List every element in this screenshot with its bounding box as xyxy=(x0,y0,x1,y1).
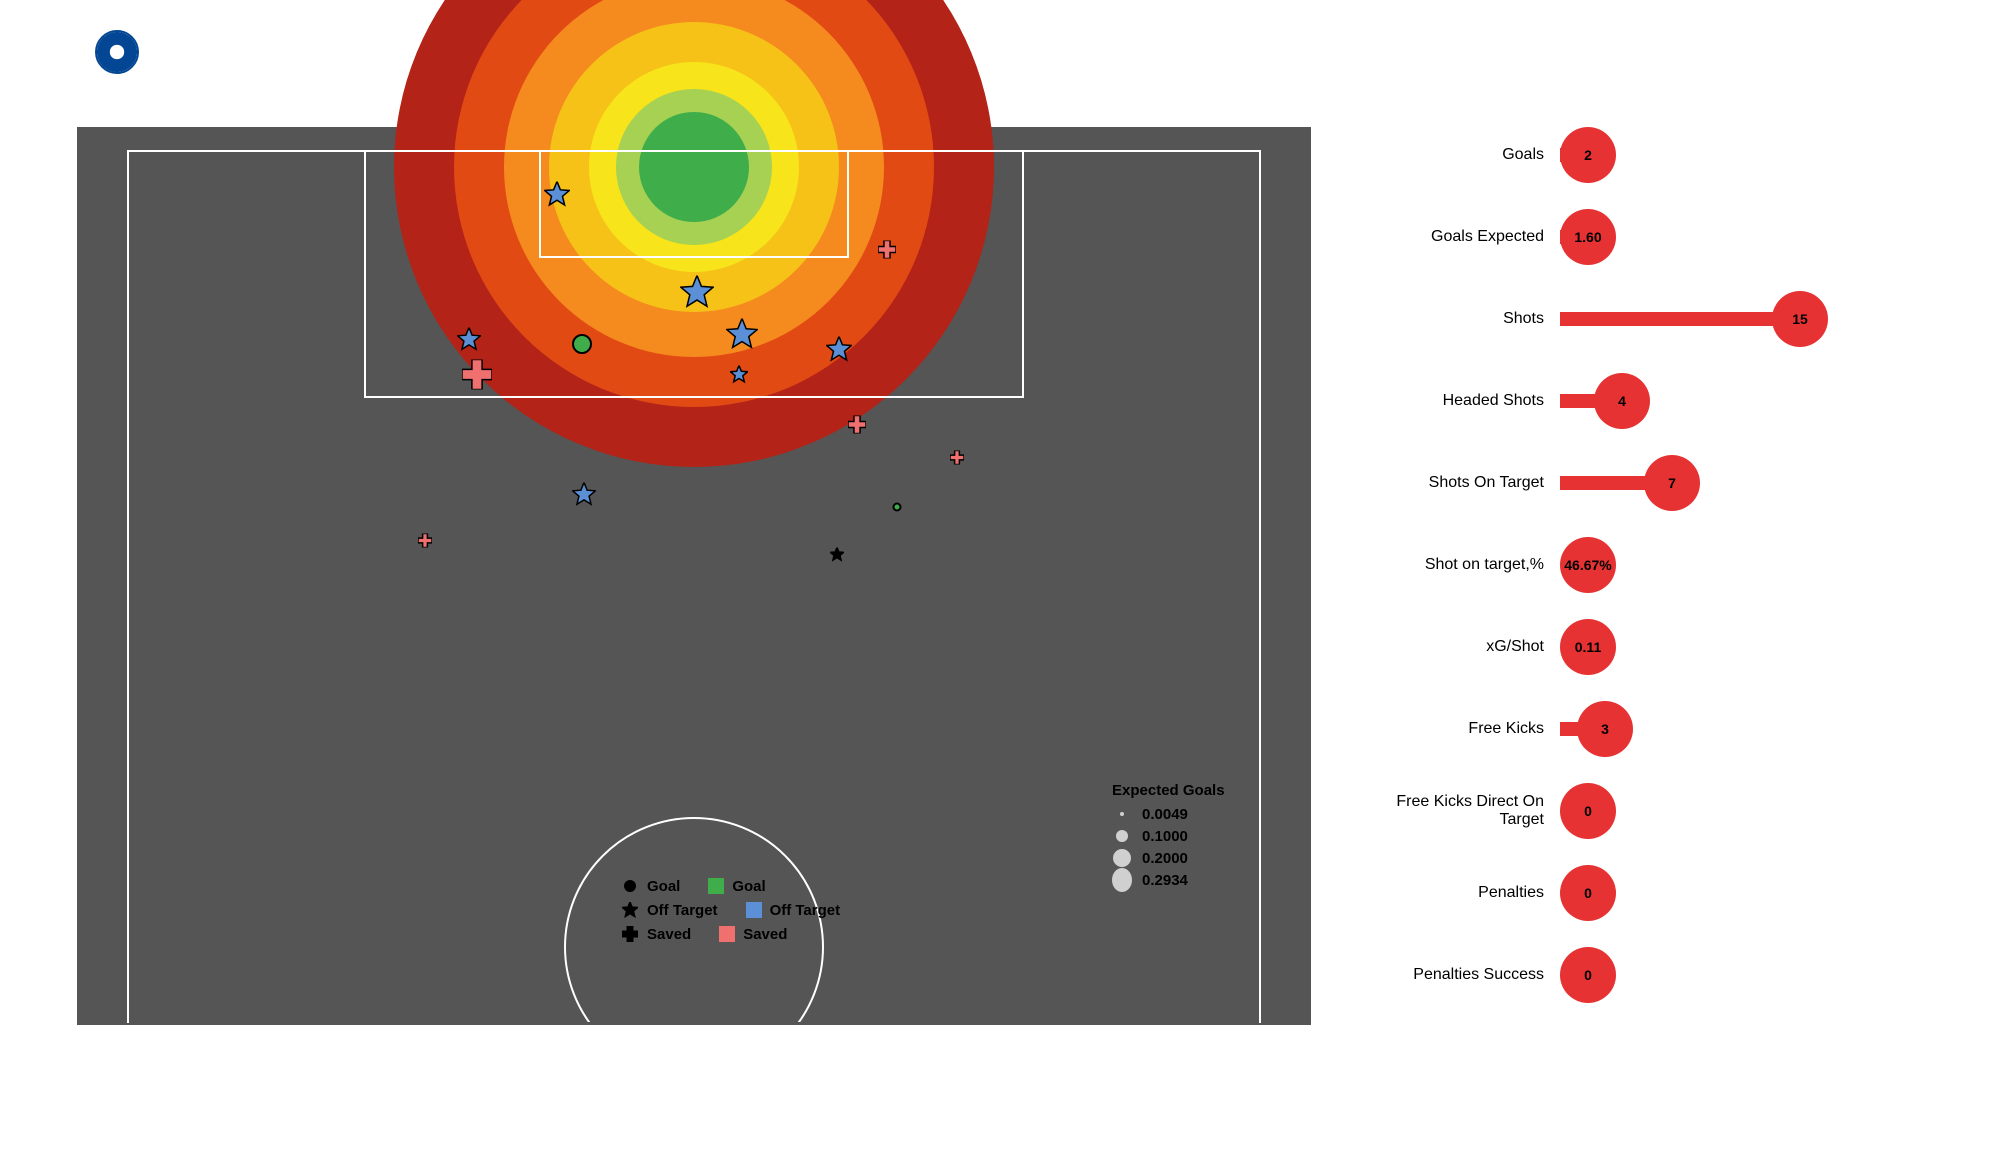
xg-legend-row: 0.0049 xyxy=(1112,803,1225,825)
legend-color-label: Goal xyxy=(732,878,765,895)
shot-marker-saved xyxy=(418,534,432,553)
shot-marker-off_target xyxy=(826,337,852,368)
stat-label: Shot on target,% xyxy=(1360,556,1560,574)
legend-row: Saved Saved xyxy=(621,924,840,944)
stat-row: Shots 15 xyxy=(1360,291,1880,347)
stat-label: Penalties Success xyxy=(1360,966,1560,984)
stat-row: Shots On Target 7 xyxy=(1360,455,1880,511)
legend-shape-label: Saved xyxy=(647,926,691,943)
xg-legend-row: 0.2934 xyxy=(1112,869,1225,891)
shot-marker-off_target xyxy=(830,548,844,567)
legend-row: Goal Goal xyxy=(621,876,840,896)
stat-label: Penalties xyxy=(1360,884,1560,902)
shot-marker-off_target xyxy=(726,319,758,356)
shot-marker-off_target xyxy=(680,276,714,315)
pitch-container: Goal Goal Off Target Off Target Saved Saved E… xyxy=(77,127,1311,1025)
xg-legend-value: 0.1000 xyxy=(1142,828,1188,845)
stat-row: Penalties 0 xyxy=(1360,865,1880,921)
shot-marker-saved xyxy=(848,416,866,439)
legend-row: Off Target Off Target xyxy=(621,900,840,920)
legend-shape-label: Goal xyxy=(647,878,680,895)
stat-value-dot: 46.67% xyxy=(1560,537,1616,593)
stat-value-dot: 0 xyxy=(1560,865,1616,921)
xg-legend-title: Expected Goals xyxy=(1112,782,1225,799)
expected-goals-legend: Expected Goals 0.0049 0.1000 0.2000 0.2934 xyxy=(1112,782,1225,891)
stat-value-dot: 0.11 xyxy=(1560,619,1616,675)
stat-label: Shots On Target xyxy=(1360,474,1560,492)
shot-marker-saved xyxy=(878,241,896,264)
stat-row: Shot on target,% 46.67% xyxy=(1360,537,1880,593)
stat-label: Free Kicks Direct On Target xyxy=(1360,793,1560,829)
shot-marker-saved xyxy=(462,360,492,395)
stat-bar xyxy=(1560,312,1800,326)
stat-value-dot: 0 xyxy=(1560,947,1616,1003)
shot-marker-off_target xyxy=(730,366,748,389)
stats-panel: Goals 2 Goals Expected 1.60 Shots 15 Hea… xyxy=(1360,127,1880,1029)
stat-label: Shots xyxy=(1360,310,1560,328)
team-logo xyxy=(95,30,139,74)
legend-color-label: Saved xyxy=(743,926,787,943)
stat-row: Headed Shots 4 xyxy=(1360,373,1880,429)
stat-value-dot: 1.60 xyxy=(1560,209,1616,265)
shape-color-legend: Goal Goal Off Target Off Target Saved Saved xyxy=(621,876,840,948)
xg-legend-value: 0.0049 xyxy=(1142,806,1188,823)
shot-marker-off_target xyxy=(544,182,570,213)
stat-row: Goals 2 xyxy=(1360,127,1880,183)
shot-marker-off_target xyxy=(572,483,596,512)
legend-shape-label: Off Target xyxy=(647,902,718,919)
stat-value-dot: 2 xyxy=(1560,127,1616,183)
stat-value-dot: 15 xyxy=(1772,291,1828,347)
stat-row: xG/Shot 0.11 xyxy=(1360,619,1880,675)
xg-legend-row: 0.2000 xyxy=(1112,847,1225,869)
legend-color-label: Off Target xyxy=(770,902,841,919)
shot-marker-goal xyxy=(893,503,902,512)
six-yard-box-line xyxy=(539,150,849,258)
stat-value-dot: 7 xyxy=(1644,455,1700,511)
xg-legend-row: 0.1000 xyxy=(1112,825,1225,847)
stat-row: Penalties Success 0 xyxy=(1360,947,1880,1003)
stat-row: Goals Expected 1.60 xyxy=(1360,209,1880,265)
stat-label: Free Kicks xyxy=(1360,720,1560,738)
shot-marker-goal xyxy=(572,334,592,354)
stat-label: Goals xyxy=(1360,146,1560,164)
stat-row: Free Kicks 3 xyxy=(1360,701,1880,757)
xg-legend-value: 0.2000 xyxy=(1142,850,1188,867)
stat-value-dot: 3 xyxy=(1577,701,1633,757)
shot-marker-off_target xyxy=(457,328,481,357)
stat-label: Headed Shots xyxy=(1360,392,1560,410)
stat-label: xG/Shot xyxy=(1360,638,1560,656)
xg-legend-value: 0.2934 xyxy=(1142,872,1188,889)
stat-value-dot: 0 xyxy=(1560,783,1616,839)
stat-value-dot: 4 xyxy=(1594,373,1650,429)
shot-marker-saved xyxy=(950,451,964,470)
stat-row: Free Kicks Direct On Target 0 xyxy=(1360,783,1880,839)
stat-label: Goals Expected xyxy=(1360,228,1560,246)
